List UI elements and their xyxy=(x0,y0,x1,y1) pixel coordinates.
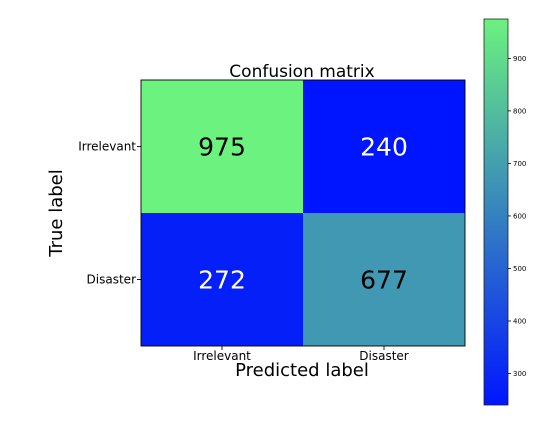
plot-frame xyxy=(140,79,466,347)
heatmap-cells xyxy=(141,80,465,346)
cell-value-labels: 975 240 272 677 xyxy=(198,133,408,295)
colorbar-tick-label: 900 xyxy=(513,55,526,63)
colorbar xyxy=(483,18,509,406)
colorbar-ticks: 300 400 500 600 700 800 900 xyxy=(508,55,526,378)
y-tick-label: Disaster xyxy=(87,273,137,287)
y-axis-label: True label xyxy=(46,169,67,258)
axes: Irrelevant Disaster Irrelevant Disaster xyxy=(78,79,466,363)
colorbar-tick-label: 500 xyxy=(513,265,526,273)
chart-title: Confusion matrix xyxy=(229,62,374,82)
heatmap-cell xyxy=(303,213,465,346)
colorbar-tick-label: 800 xyxy=(513,107,526,115)
cell-value-label: 975 xyxy=(198,133,246,162)
colorbar-tick-label: 600 xyxy=(513,212,526,220)
colorbar-tick-label: 700 xyxy=(513,160,526,168)
heatmap-cell xyxy=(303,80,465,213)
heatmap-cell xyxy=(141,80,303,213)
colorbar-tick-label: 400 xyxy=(513,317,526,325)
cell-value-label: 240 xyxy=(360,133,408,162)
cell-value-label: 677 xyxy=(360,266,408,295)
x-tick-label: Disaster xyxy=(359,349,409,363)
x-axis-label: Predicted label xyxy=(235,360,369,381)
y-tick-label: Irrelevant xyxy=(78,140,136,154)
heatmap-cell xyxy=(141,213,303,346)
cell-value-label: 272 xyxy=(198,266,246,295)
colorbar-tick-label: 300 xyxy=(513,370,526,378)
x-tick-label: Irrelevant xyxy=(193,349,251,363)
